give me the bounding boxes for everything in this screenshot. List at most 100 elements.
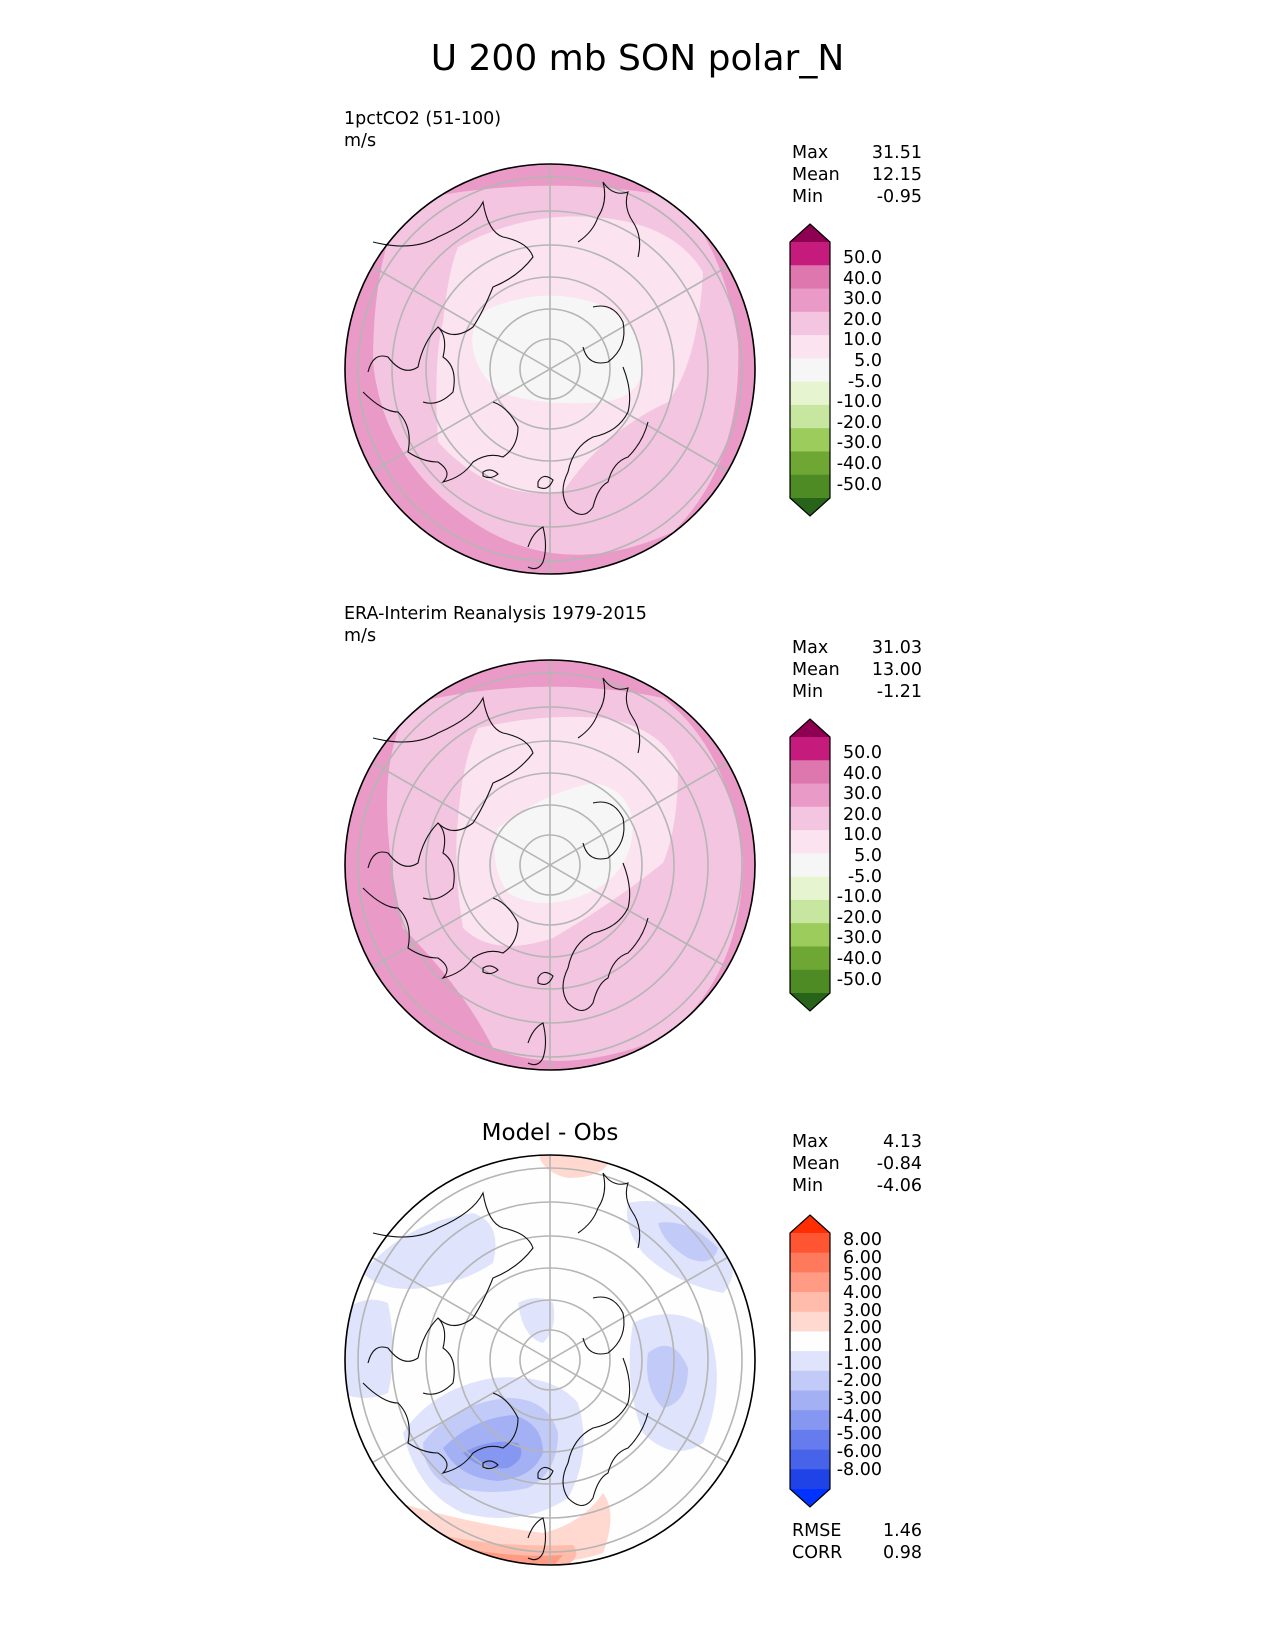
anomaly-neg-4-5 [463, 1441, 522, 1469]
colorbar-segment [790, 1390, 830, 1411]
stat-row-max: Max 31.03 [792, 638, 922, 658]
colorbar-tick-label: 50.0 [843, 248, 882, 268]
colorbar-tick-label: -5.0 [847, 371, 882, 392]
colorbar-tick-label: 30.0 [843, 784, 882, 805]
colorbar-tick-label: -30.0 [836, 928, 882, 949]
colorbar-segment [790, 1233, 830, 1254]
colorbar-segment [790, 760, 830, 785]
coastlines [362, 181, 649, 570]
polar-map-diff [344, 1154, 756, 1566]
colorbar-outline [789, 718, 831, 1012]
anomaly-neg-1-2 [363, 1213, 496, 1289]
figure-title: U 200 mb SON polar_N [430, 38, 845, 79]
colorbar-tick-label: 20.0 [843, 804, 882, 825]
stat-row-max: Max 31.51 [792, 143, 922, 163]
colorbar-tick-label: 4.00 [843, 1283, 882, 1303]
colorbar-segment [790, 404, 830, 429]
colorbar-segment [790, 428, 830, 452]
colorbar-tick-label: -50.0 [836, 474, 882, 495]
stat-row-min: Min -1.21 [792, 682, 922, 702]
colorbar-tick-label: -20.0 [836, 907, 882, 928]
colorbar-tick-label: -20.0 [836, 412, 882, 433]
colorbar-tick-label: 40.0 [843, 763, 882, 784]
colorbar-tick-label: -5.0 [847, 866, 882, 887]
colorbar-segment [790, 783, 830, 808]
colorbar-tick-label: -6.00 [836, 1442, 882, 1462]
colorbar-tick-label: 40.0 [843, 268, 882, 289]
colorbar-segment [790, 923, 830, 947]
colorbar-cap-bottom [790, 1489, 830, 1507]
colorbar-outline [789, 223, 831, 517]
colorbar-tick-label: 10.0 [843, 330, 882, 351]
colorbar-tick-label: -40.0 [836, 949, 882, 969]
colorbar-tick-label: 50.0 [843, 743, 882, 763]
colorbar-tick-label: -4.00 [836, 1406, 882, 1427]
colorbar-tick-label: -2.00 [836, 1371, 882, 1392]
colorbar-tick-label: -30.0 [836, 433, 882, 454]
stat-row-min: Min -0.95 [792, 187, 922, 207]
colorbar-diff [789, 1214, 831, 1508]
colorbar-tick-label: -8.00 [836, 1459, 882, 1480]
colorbar-tick-label: -10.0 [836, 887, 882, 908]
colorbar-segment [790, 1252, 830, 1273]
polar-map-model [344, 163, 756, 575]
graticule [357, 164, 743, 574]
stats-box: Max 31.03 Mean 13.00 Min -1.21 [792, 637, 922, 703]
map-boundary [344, 1154, 756, 1566]
colorbar-segment [790, 1272, 830, 1293]
panel-title: 1pctCO2 (51-100) m/s [344, 108, 501, 152]
colorbar-tick-label: 1.00 [843, 1336, 882, 1356]
colorbar-tick-label: 6.00 [843, 1247, 882, 1268]
colorbar-segment [790, 265, 830, 290]
colorbar-cap-top [790, 1215, 830, 1233]
colorbar-cap-bottom [790, 993, 830, 1011]
colorbar-labels: 8.00 6.00 5.00 4.00 3.00 2.00 1.00 -1.00… [822, 1213, 882, 1509]
coastlines [362, 677, 649, 1066]
colorbar-labels: 50.0 40.0 30.0 20.0 10.0 5.0 -5.0 -10.0 … [822, 717, 882, 1013]
colorbar-segment [790, 1449, 830, 1470]
stats-box: Max 4.13 Mean -0.84 Min -4.06 [792, 1131, 922, 1197]
colorbar-tick-label: -40.0 [836, 454, 882, 474]
colorbar-cap-top [790, 224, 830, 242]
colorbar-outline [789, 1214, 831, 1508]
colorbar-tick-label: -10.0 [836, 392, 882, 413]
colorbar-labels: 50.0 40.0 30.0 20.0 10.0 5.0 -5.0 -10.0 … [822, 222, 882, 518]
anomaly-neg-1-2 [518, 1298, 555, 1343]
colorbar-segment [790, 1469, 830, 1490]
colorbar-model [789, 223, 831, 517]
anomaly-neg-2-3 [658, 1222, 718, 1262]
colorbar-segment [790, 830, 830, 854]
colorbar-segment [790, 737, 830, 761]
colorbar-segment [790, 806, 830, 831]
colorbar-segment [790, 474, 830, 499]
colorbar-segment [790, 1410, 830, 1431]
stat-row-corr: CORR 0.98 [792, 1543, 922, 1563]
stat-row-mean: Mean 12.15 [792, 165, 922, 185]
colorbar-segment [790, 288, 830, 313]
colorbar-tick-label: -5.00 [836, 1424, 882, 1445]
colorbar-segment [790, 1331, 830, 1352]
colorbar-tick-label: -1.00 [836, 1353, 882, 1374]
panel-title: ERA-Interim Reanalysis 1979-2015 m/s [344, 603, 647, 647]
colorbar-segment [790, 1351, 830, 1372]
colorbar-tick-label: 20.0 [843, 309, 882, 330]
panel-units: m/s [344, 626, 377, 646]
colorbar-obs [789, 718, 831, 1012]
colorbar-tick-label: 5.00 [843, 1265, 882, 1286]
colorbar-segment [790, 335, 830, 359]
colorbar-tick-label: -3.00 [836, 1389, 882, 1409]
colorbar-segment [790, 242, 830, 266]
colorbar-segment [790, 1311, 830, 1332]
stat-row-mean: Mean -0.84 [792, 1154, 922, 1174]
colorbar-cap-bottom [790, 498, 830, 516]
colorbar-segment [790, 311, 830, 336]
polar-map-obs [344, 659, 756, 1071]
anomaly-neg-1-2 [345, 1299, 393, 1398]
panel-title: Model - Obs [481, 1120, 619, 1146]
colorbar-tick-label: 2.00 [843, 1318, 882, 1339]
colorbar-segment [790, 969, 830, 994]
stats-box: Max 31.51 Mean 12.15 Min -0.95 [792, 142, 922, 208]
error-stats-box: RMSE 1.46 CORR 0.98 [792, 1520, 922, 1564]
map-boundary [344, 659, 756, 1071]
panel-title-line1: ERA-Interim Reanalysis 1979-2015 [344, 604, 647, 624]
